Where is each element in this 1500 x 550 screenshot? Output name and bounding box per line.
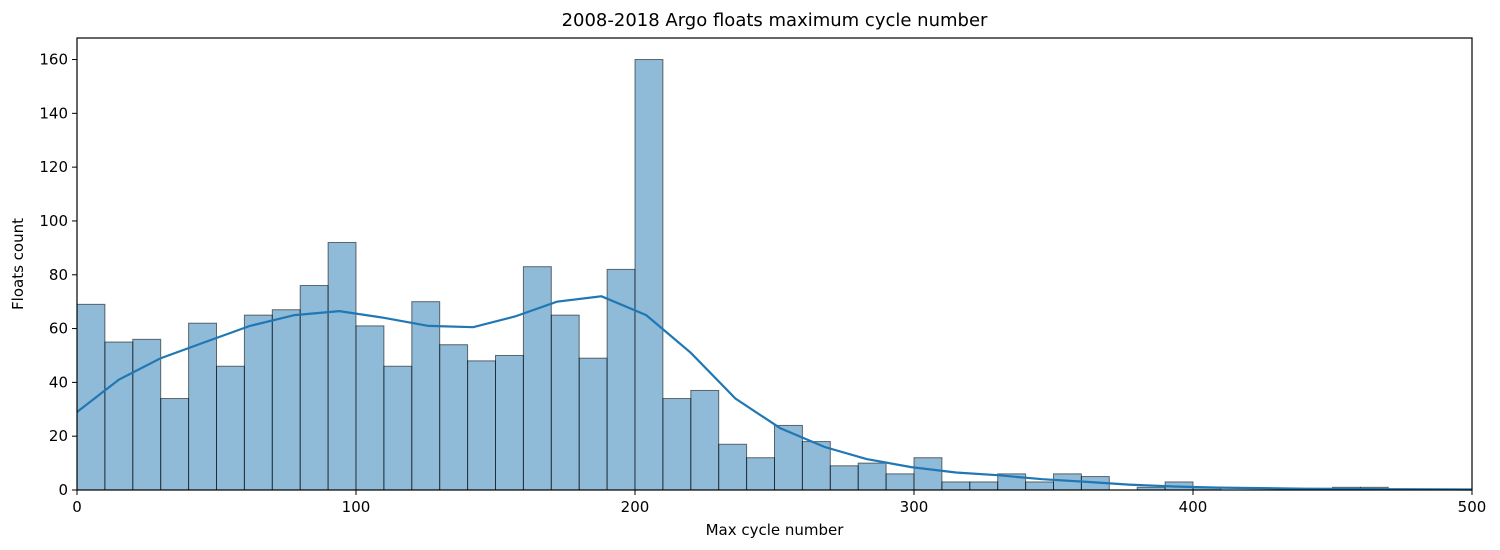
histogram-bar <box>522 266 552 491</box>
y-axis: 0 20 40 60 80 100 120 140 160 <box>39 51 77 499</box>
y-tick-label: 120 <box>39 158 68 176</box>
x-tick-label: 100 <box>342 498 371 516</box>
x-axis-label: Max cycle number <box>706 521 845 539</box>
histogram-bar <box>690 389 720 491</box>
x-tick-label: 400 <box>1179 498 1208 516</box>
histogram-bar <box>243 314 273 491</box>
histogram-bar <box>662 398 692 491</box>
histogram-bar <box>857 462 887 491</box>
histogram-bar <box>801 441 831 491</box>
y-tick-label: 80 <box>49 266 68 284</box>
histogram-bar <box>76 303 106 491</box>
x-tick-label: 0 <box>72 498 82 516</box>
histogram-bar <box>578 357 608 491</box>
histogram-bar <box>969 481 999 491</box>
x-tick-label: 200 <box>621 498 650 516</box>
x-tick-label: 300 <box>900 498 929 516</box>
histogram-bar <box>634 59 664 491</box>
histogram-bar <box>467 360 497 491</box>
histogram-bar <box>132 338 162 491</box>
x-tick-label: 500 <box>1458 498 1487 516</box>
histogram-bar <box>746 457 775 491</box>
histogram-bar <box>606 268 636 491</box>
x-axis: 0 100 200 300 400 500 <box>72 490 1486 516</box>
histogram-bar <box>829 465 859 491</box>
histogram-bar <box>327 241 357 491</box>
histogram-bar <box>188 322 218 491</box>
y-tick-label: 0 <box>58 481 68 499</box>
histogram-bar <box>271 309 301 491</box>
histogram-bar <box>885 473 915 491</box>
y-tick-label: 100 <box>39 212 68 230</box>
y-axis-label: Floats count <box>9 218 27 310</box>
y-tick-label: 60 <box>49 320 68 338</box>
kde-line <box>76 295 1473 491</box>
histogram-bars <box>76 59 1389 491</box>
y-tick-label: 140 <box>39 104 68 122</box>
histogram-bar <box>355 325 385 491</box>
histogram-bar <box>216 365 245 491</box>
histogram-bar <box>941 481 971 491</box>
y-tick-label: 160 <box>39 51 68 69</box>
histogram-bar <box>411 301 441 491</box>
histogram-bar <box>1025 481 1054 491</box>
y-tick-label: 20 <box>49 427 68 445</box>
histogram-bar <box>495 354 524 491</box>
y-tick-label: 40 <box>49 373 68 391</box>
histogram-bar <box>718 443 748 491</box>
histogram-bar <box>913 457 943 491</box>
histogram-bar <box>383 365 413 491</box>
histogram-bar <box>104 341 134 491</box>
plot-frame <box>76 37 1473 491</box>
histogram-bar <box>439 344 469 491</box>
histogram-bar <box>160 398 190 491</box>
histogram-bar <box>299 285 329 491</box>
histogram-bar <box>550 314 580 491</box>
chart-title: 2008-2018 Argo floats maximum cycle numb… <box>562 10 988 31</box>
